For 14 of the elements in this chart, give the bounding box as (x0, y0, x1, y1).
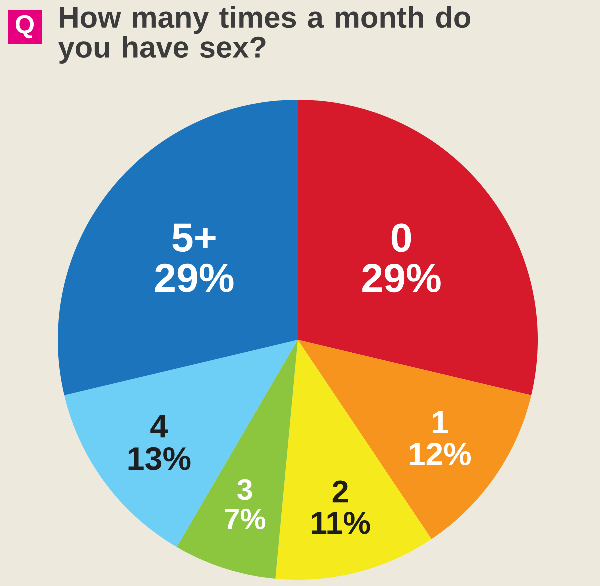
data-label: 29% (362, 264, 441, 293)
slice-label: 2 (332, 480, 348, 503)
slice-label: 1 (433, 411, 448, 434)
text: Q (16, 15, 34, 39)
slice-label: 0 (392, 224, 412, 252)
data-label: 12% (410, 443, 472, 466)
data-label: 29% (155, 264, 234, 292)
slice-label: 4 (150, 415, 168, 438)
slice-label: 5+ (172, 224, 216, 252)
slice-label: 3 (238, 479, 252, 500)
data-label: 7% (225, 508, 266, 530)
chart-title: How many times a month do you have sex? (58, 6, 470, 64)
data-label: 11% (312, 512, 370, 534)
data-label: 13% (128, 447, 191, 470)
